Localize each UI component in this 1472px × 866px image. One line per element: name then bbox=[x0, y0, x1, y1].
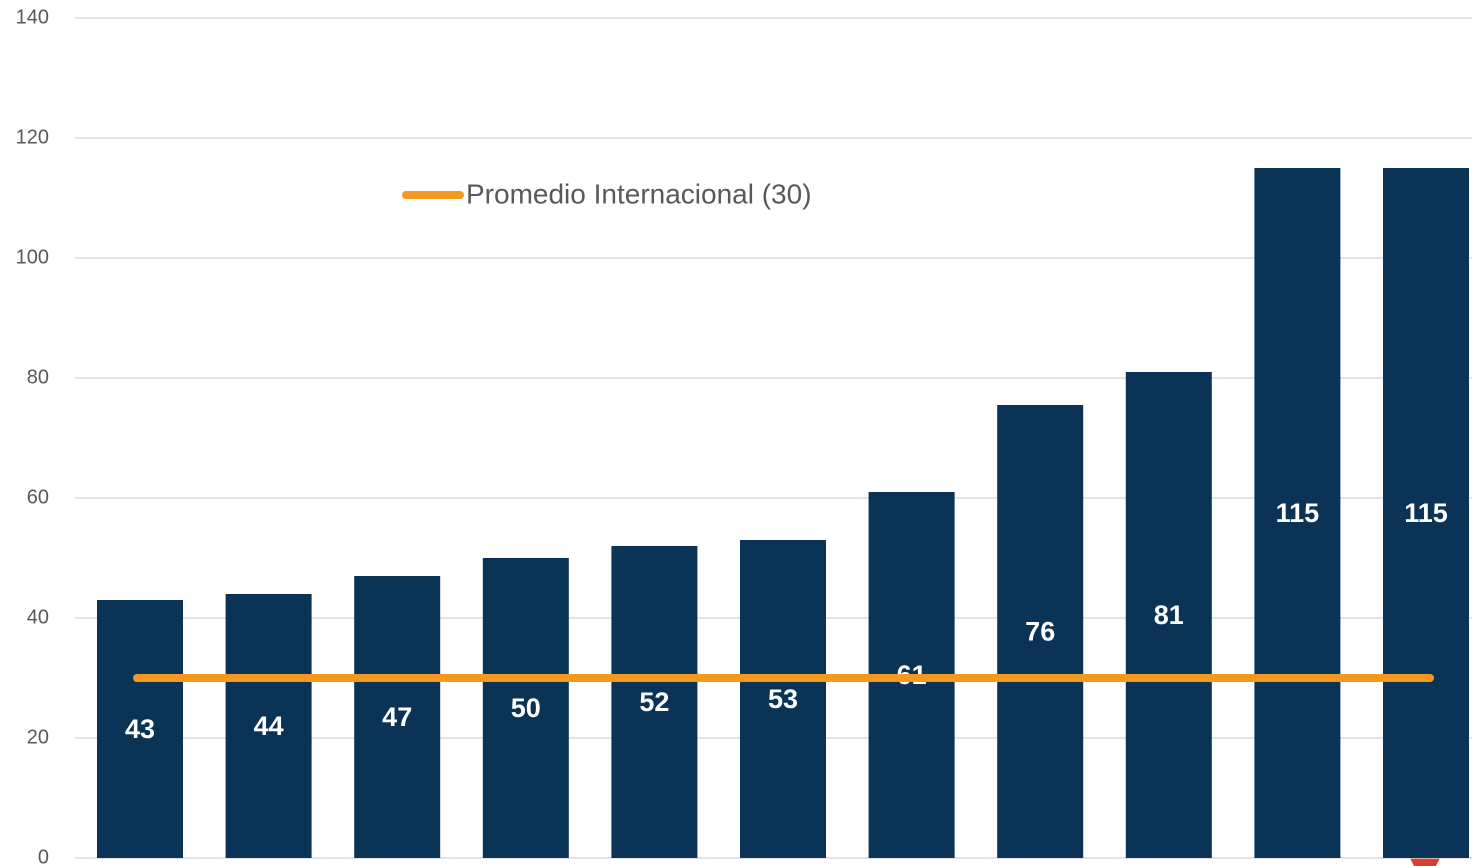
legend-label: Promedio Internacional (30) bbox=[466, 178, 812, 209]
y-tick-label: 100 bbox=[16, 246, 49, 268]
value-label: 76 bbox=[1025, 617, 1055, 647]
value-label: 52 bbox=[639, 687, 669, 717]
bar bbox=[354, 576, 441, 858]
y-tick-label: 60 bbox=[27, 486, 49, 508]
bar bbox=[1383, 168, 1469, 858]
bar bbox=[1254, 168, 1341, 858]
bar bbox=[97, 600, 183, 858]
y-tick-label: 0 bbox=[38, 846, 49, 866]
bar bbox=[997, 405, 1084, 858]
value-label: 43 bbox=[125, 714, 155, 744]
value-label: 53 bbox=[768, 684, 798, 714]
y-tick-label: 40 bbox=[27, 606, 49, 628]
value-label: 44 bbox=[254, 711, 284, 741]
value-label: 115 bbox=[1276, 498, 1320, 528]
y-tick-label: 80 bbox=[27, 366, 49, 388]
value-label: 50 bbox=[511, 693, 541, 723]
value-label: 47 bbox=[382, 702, 412, 732]
y-tick-label: 120 bbox=[16, 126, 49, 148]
bar bbox=[1125, 372, 1212, 858]
y-tick-label: 20 bbox=[27, 726, 49, 748]
bar bbox=[740, 540, 826, 858]
value-label: 81 bbox=[1154, 600, 1184, 630]
decoration bbox=[1410, 858, 1440, 866]
value-label: 115 bbox=[1404, 498, 1448, 528]
bar bbox=[482, 558, 569, 858]
y-tick-label: 140 bbox=[16, 6, 49, 28]
bar bbox=[225, 594, 312, 858]
bar bbox=[611, 546, 698, 858]
